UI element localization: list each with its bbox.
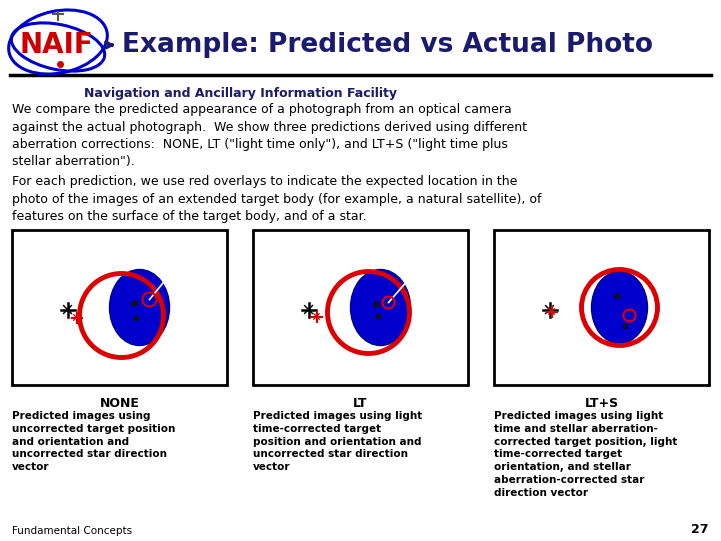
Bar <box>253 230 468 385</box>
Text: LT+S: LT+S <box>585 397 619 410</box>
Text: NONE: NONE <box>99 397 139 410</box>
Text: NAIF: NAIF <box>19 31 93 59</box>
Ellipse shape <box>110 269 169 346</box>
Text: We compare the predicted appearance of a photograph from an optical camera
again: We compare the predicted appearance of a… <box>12 103 527 168</box>
Text: 27: 27 <box>691 523 709 536</box>
Text: Fundamental Concepts: Fundamental Concepts <box>12 526 132 536</box>
Text: For each prediction, we use red overlays to indicate the expected location in th: For each prediction, we use red overlays… <box>12 175 541 223</box>
Text: Navigation and Ancillary Information Facility: Navigation and Ancillary Information Fac… <box>84 87 397 100</box>
Text: Predicted images using light
time and stellar aberration-
corrected target posit: Predicted images using light time and st… <box>494 411 677 498</box>
Ellipse shape <box>591 272 647 344</box>
Text: Example: Predicted vs Actual Photo: Example: Predicted vs Actual Photo <box>122 32 653 58</box>
Bar <box>494 230 709 385</box>
Bar <box>12 230 227 385</box>
Text: Predicted images using light
time-corrected target
position and orientation and
: Predicted images using light time-correc… <box>253 411 423 472</box>
Ellipse shape <box>350 269 410 346</box>
Text: LT: LT <box>353 397 368 410</box>
Text: Predicted images using
uncorrected target position
and orientation and
uncorrect: Predicted images using uncorrected targe… <box>12 411 175 472</box>
